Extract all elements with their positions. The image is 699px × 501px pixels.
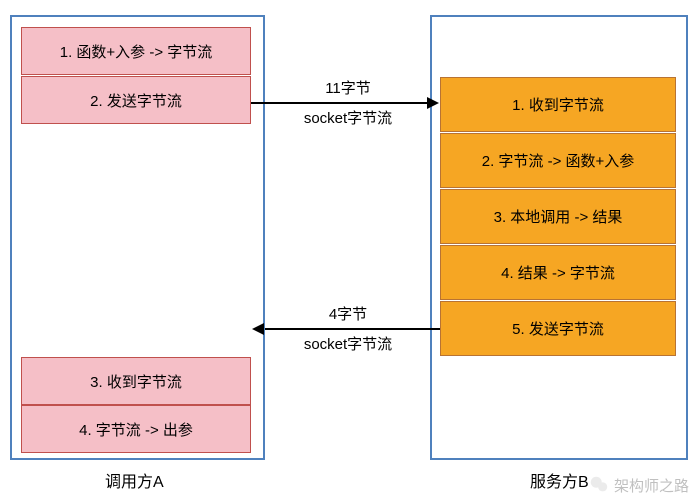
step-b-4-label: 4. 结果 -> 字节流 — [501, 262, 615, 283]
arrow-top-head — [427, 97, 439, 109]
step-b-2-label: 2. 字节流 -> 函数+入参 — [482, 150, 635, 171]
arrow-bottom-head — [252, 323, 264, 335]
step-b-4: 4. 结果 -> 字节流 — [440, 245, 676, 300]
arrow-bottom-line — [265, 328, 440, 330]
arrow-top-label-1: 11字节 — [268, 77, 428, 98]
watermark: 架构师之路 — [588, 474, 689, 496]
step-b-2: 2. 字节流 -> 函数+入参 — [440, 133, 676, 188]
arrow-top-line — [251, 102, 427, 104]
step-a-2: 2. 发送字节流 — [21, 76, 251, 124]
wechat-icon — [588, 474, 610, 496]
arrow-bottom-label-1: 4字节 — [268, 303, 428, 324]
step-b-3-label: 3. 本地调用 -> 结果 — [494, 206, 623, 227]
caption-a: 调用方A — [105, 468, 164, 492]
step-a-3: 3. 收到字节流 — [21, 357, 251, 405]
step-b-1-label: 1. 收到字节流 — [512, 94, 604, 115]
step-b-1: 1. 收到字节流 — [440, 77, 676, 132]
caption-b: 服务方B — [530, 468, 589, 492]
arrow-top-label-2: socket字节流 — [268, 107, 428, 128]
step-a-3-label: 3. 收到字节流 — [90, 371, 182, 392]
step-a-1: 1. 函数+入参 -> 字节流 — [21, 27, 251, 75]
step-b-5-label: 5. 发送字节流 — [512, 318, 604, 339]
step-a-2-label: 2. 发送字节流 — [90, 90, 182, 111]
step-b-5: 5. 发送字节流 — [440, 301, 676, 356]
arrow-bottom-label-2: socket字节流 — [268, 333, 428, 354]
step-a-4: 4. 字节流 -> 出参 — [21, 405, 251, 453]
watermark-text: 架构师之路 — [614, 475, 689, 496]
step-b-3: 3. 本地调用 -> 结果 — [440, 189, 676, 244]
step-a-1-label: 1. 函数+入参 -> 字节流 — [60, 41, 213, 62]
step-a-4-label: 4. 字节流 -> 出参 — [79, 419, 193, 440]
